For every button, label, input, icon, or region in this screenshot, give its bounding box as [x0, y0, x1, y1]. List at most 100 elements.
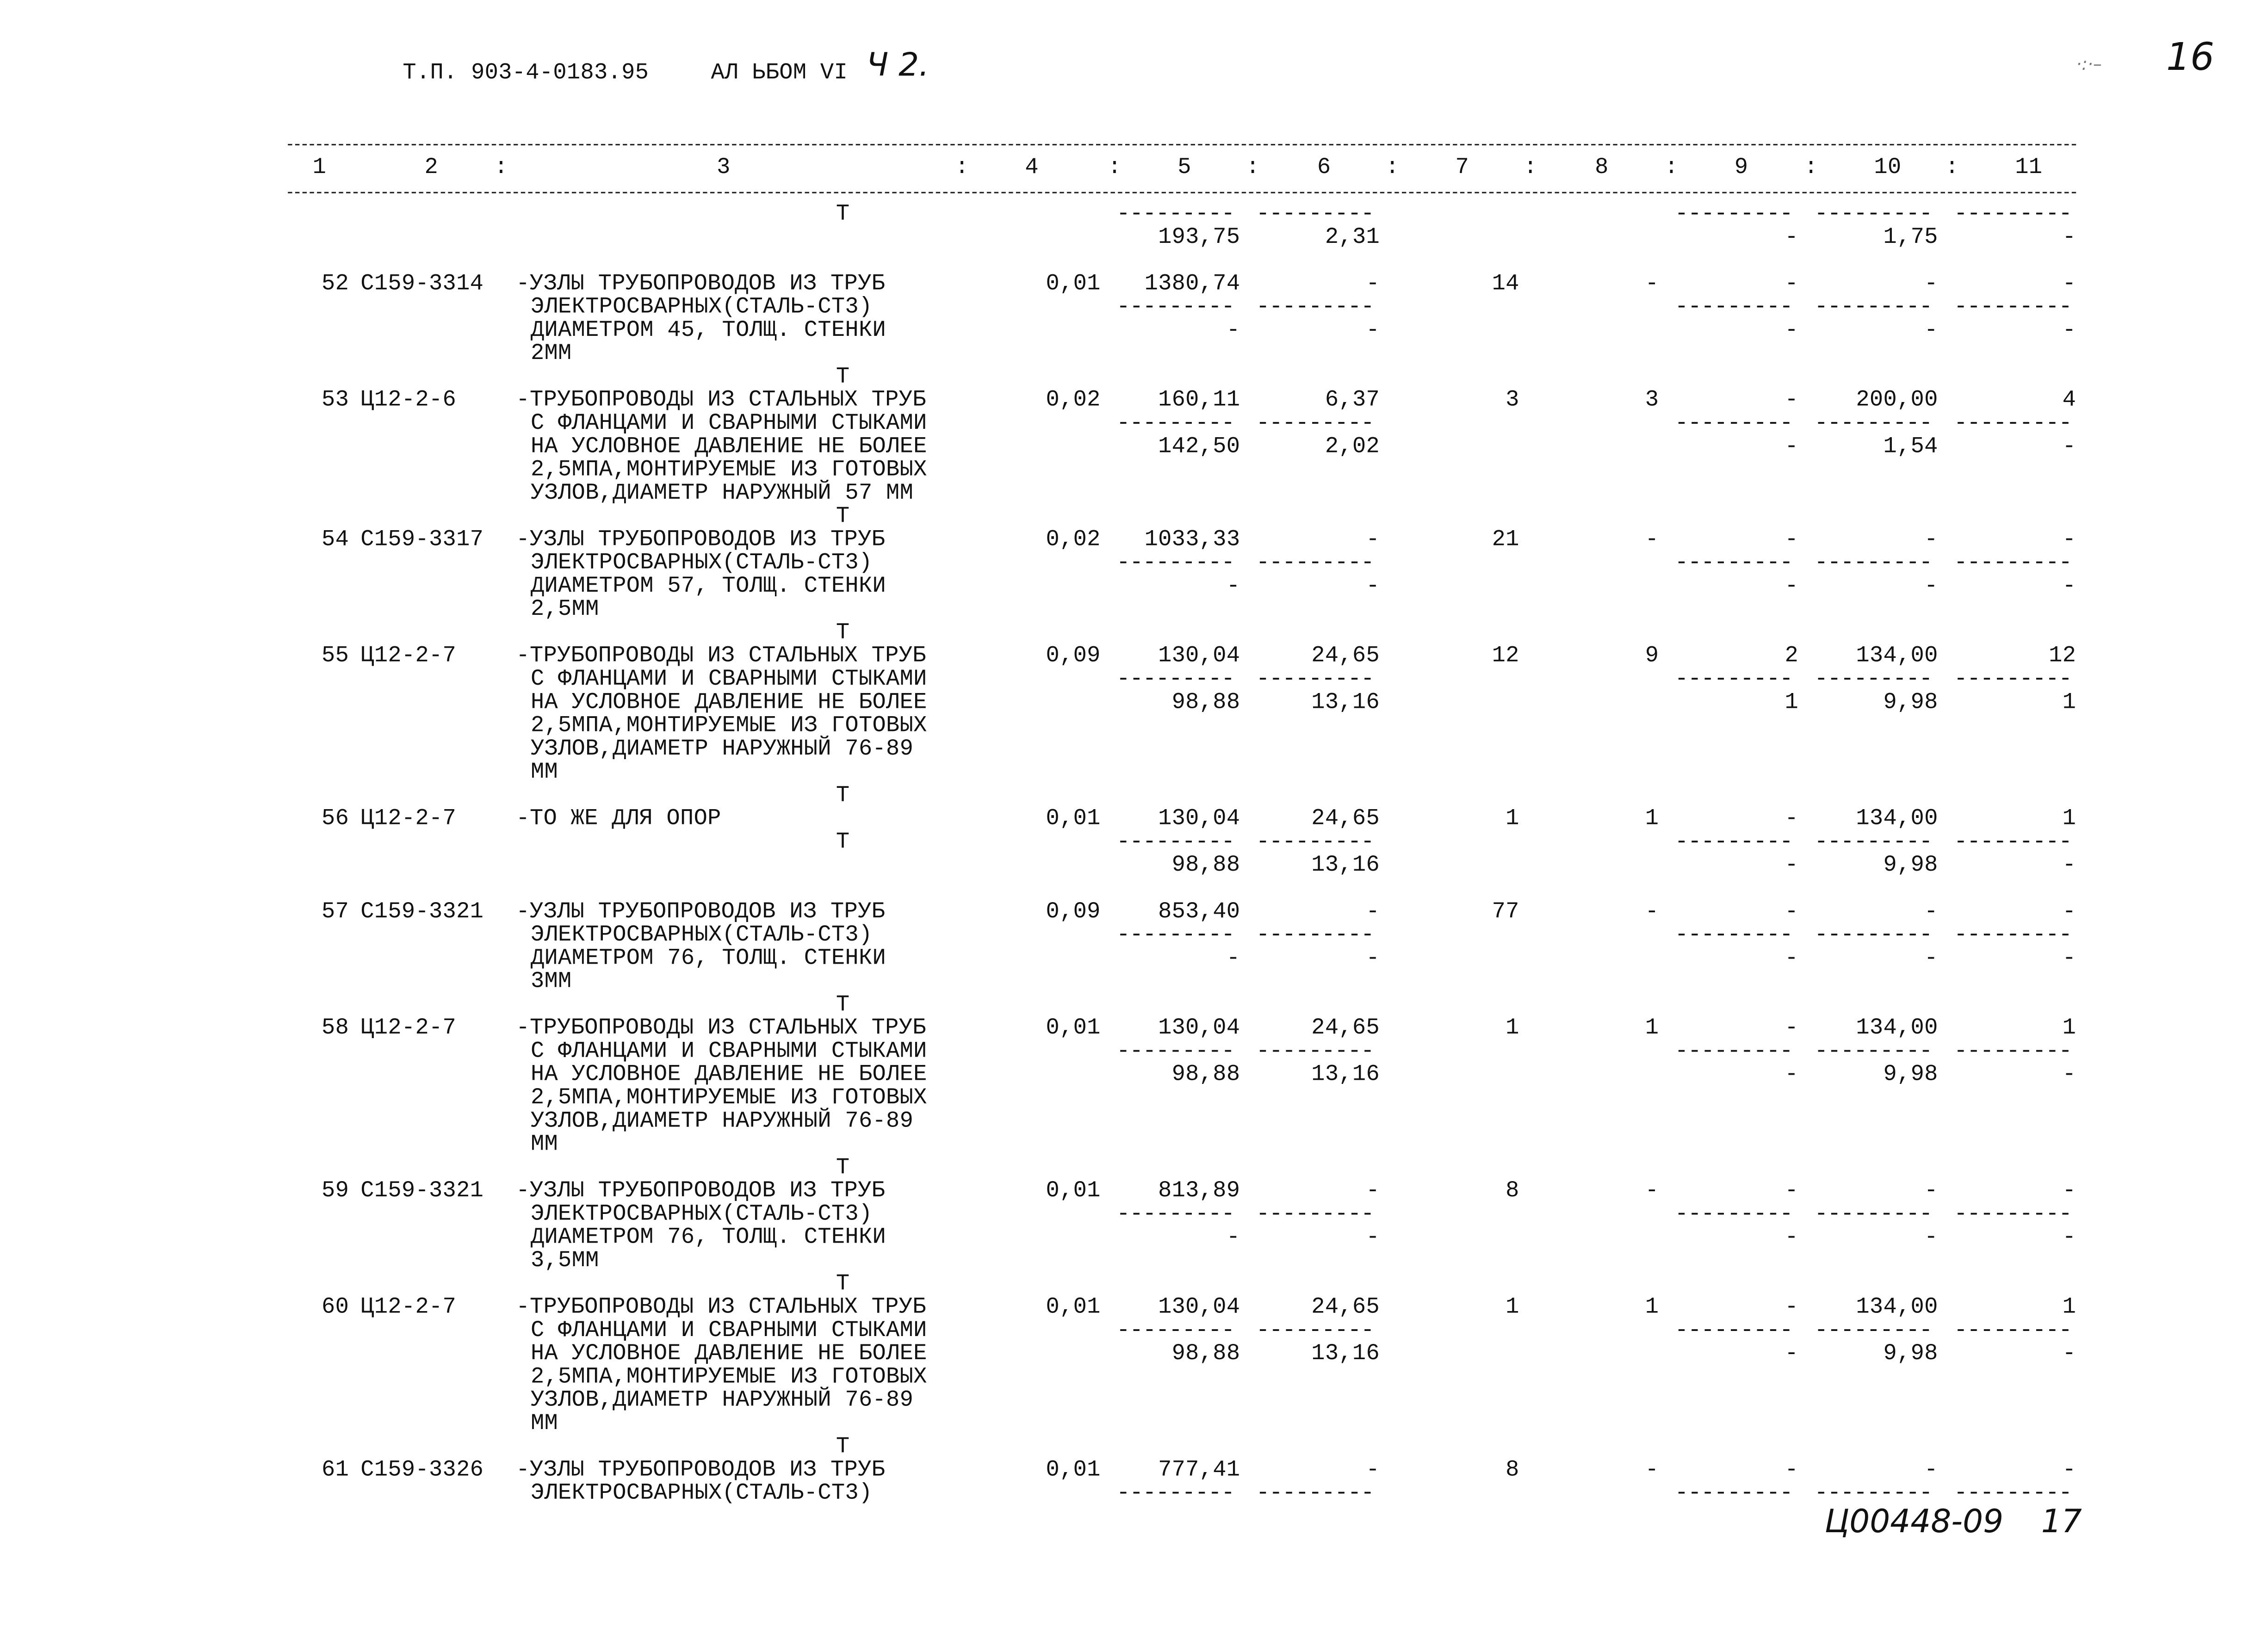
item-sub-value: -	[1226, 945, 1240, 972]
dash-separator: ---------	[1256, 1479, 1375, 1506]
column-header-1: 2	[424, 154, 439, 180]
dash-separator: ---------	[1256, 1201, 1375, 1227]
dash-separator: ---------	[1116, 293, 1235, 320]
item-value: 160,11	[1158, 386, 1240, 413]
item-sub-value: -	[1785, 852, 1799, 878]
item-description-line: НА УСЛОВНОЕ ДАВЛЕНИЕ НЕ БОЛЕЕ	[530, 433, 927, 459]
item-number: 55	[322, 642, 349, 669]
item-description-line: ЭЛЕКТРОСВАРНЫХ(СТАЛЬ-СТ3)	[530, 1201, 873, 1227]
item-value: -	[1785, 1177, 1799, 1204]
dash-separator: ---------	[1814, 922, 1933, 948]
dash-separator: ---------	[1954, 200, 2072, 227]
item-description-line: ЭЛЕКТРОСВАРНЫХ(СТАЛЬ-СТ3)	[530, 1479, 873, 1506]
item-value: 24,65	[1311, 805, 1380, 832]
item-description-line: ЭЛЕКТРОСВАРНЫХ(СТАЛЬ-СТ3)	[530, 293, 873, 320]
item-sub-value: 9,98	[1883, 852, 1938, 878]
handwritten-sheet-number: 16	[2166, 36, 2215, 80]
item-value: 130,04	[1158, 642, 1240, 669]
item-value: 0,01	[1046, 1293, 1101, 1320]
item-value: -	[1366, 1456, 1380, 1483]
item-value: 77	[1492, 898, 1519, 925]
item-value: -	[1785, 1293, 1799, 1320]
dash-separator: ---------	[1814, 200, 1933, 227]
item-sub-value: 2,02	[1325, 433, 1380, 459]
item-value: -	[2062, 270, 2076, 297]
item-sub-value: -	[2062, 945, 2076, 972]
item-value: 0,01	[1046, 1456, 1101, 1483]
item-description-line: ДИАМЕТРОМ 57, ТОЛЩ. СТЕНКИ	[530, 573, 886, 599]
item-sub-value: -	[1785, 945, 1799, 972]
item-number: 58	[322, 1015, 349, 1041]
dash-separator: ---------	[1814, 293, 1933, 320]
item-code: С159-3317	[360, 526, 484, 553]
item-value: -	[2062, 1456, 2076, 1483]
dash-separator: ---------	[1814, 1038, 1933, 1064]
item-description-line: УЗЛОВ,ДИАМЕТР НАРУЖНЫЙ 57 ММ	[530, 479, 914, 506]
t-marker: Т	[836, 503, 850, 529]
continuation-value: 1,75	[1883, 223, 1938, 250]
item-value: -	[1924, 1456, 1938, 1483]
item-description-line: 3,5ММ	[530, 1247, 599, 1274]
item-value: -	[1785, 386, 1799, 413]
item-description-line: 2,5МПА,МОНТИРУЕМЫЕ ИЗ ГОТОВЫХ	[530, 456, 927, 483]
item-description-line: -ТО ЖЕ ДЛЯ ОПОР	[516, 805, 721, 832]
item-value: 1	[1506, 1293, 1519, 1320]
dash-separator: ---------	[1116, 1479, 1235, 1506]
item-value: 200,00	[1856, 386, 1938, 413]
column-header-8: :	[1246, 154, 1260, 180]
dash-separator: ---------	[1256, 829, 1375, 855]
item-description-line: -УЗЛЫ ТРУБОПРОВОДОВ ИЗ ТРУБ	[516, 526, 886, 553]
dash-separator: ---------	[1954, 1479, 2072, 1506]
dash-separator: ---------	[1256, 922, 1375, 948]
item-value: 1	[2062, 1015, 2076, 1041]
dash-separator: ---------	[1954, 829, 2072, 855]
item-description-line: ДИАМЕТРОМ 76, ТОЛЩ. СТЕНКИ	[530, 1224, 886, 1250]
item-value: 12	[1492, 642, 1519, 669]
dash-separator: ---------	[1256, 666, 1375, 692]
item-description-line: 2,5ММ	[530, 596, 599, 622]
item-value: -	[1645, 526, 1659, 553]
item-value: -	[1645, 898, 1659, 925]
continuation-value: -	[2062, 223, 2076, 250]
item-sub-value: -	[1226, 317, 1240, 343]
item-description-line: 2,5МПА,МОНТИРУЕМЫЕ ИЗ ГОТОВЫХ	[530, 1084, 927, 1111]
item-sub-value: -	[1785, 317, 1799, 343]
item-description-line: С ФЛАНЦАМИ И СВАРНЫМИ СТЫКАМИ	[530, 1317, 927, 1343]
column-header-5: 4	[1025, 154, 1039, 180]
item-number: 57	[322, 898, 349, 925]
item-sub-value: 9,98	[1883, 1340, 1938, 1367]
item-value: 14	[1492, 270, 1519, 297]
dash-separator: ---------	[1814, 410, 1933, 436]
dash-separator: ---------	[1674, 293, 1793, 320]
item-value: 0,01	[1046, 805, 1101, 832]
item-sub-value: 13,16	[1311, 1061, 1380, 1088]
dash-separator: ---------	[1674, 1317, 1793, 1343]
item-value: 0,02	[1046, 386, 1101, 413]
dash-separator: ---------	[1814, 1479, 1933, 1506]
item-value: -	[1785, 1456, 1799, 1483]
item-value: -	[2062, 898, 2076, 925]
item-sub-value: -	[1785, 573, 1799, 599]
item-code: С159-3321	[360, 1177, 484, 1204]
item-value: -	[2062, 1177, 2076, 1204]
dash-separator: ---------	[1954, 549, 2072, 576]
dash-separator: ---------	[1814, 1317, 1933, 1343]
item-sub-value: 1,54	[1883, 433, 1938, 459]
item-sub-value: -	[1785, 1340, 1799, 1367]
item-description-line: С ФЛАНЦАМИ И СВАРНЫМИ СТЫКАМИ	[530, 666, 927, 692]
column-header-3: 3	[717, 154, 731, 180]
item-sub-value: -	[1924, 945, 1938, 972]
item-sub-value: -	[2062, 1224, 2076, 1250]
dash-separator: ---------	[1954, 666, 2072, 692]
item-value: 2	[1785, 642, 1799, 669]
dash-separator: ---------	[1116, 1317, 1235, 1343]
column-header-6: :	[1108, 154, 1122, 180]
item-sub-value: 9,98	[1883, 689, 1938, 716]
item-value: 1	[1645, 805, 1659, 832]
column-header-4: :	[955, 154, 969, 180]
item-description-line: -ТРУБОПРОВОДЫ ИЗ СТАЛЬНЫХ ТРУБ	[516, 642, 926, 669]
item-code: Ц12-2-7	[360, 805, 457, 832]
item-value: 853,40	[1158, 898, 1240, 925]
dash-separator: ---------	[1256, 1317, 1375, 1343]
